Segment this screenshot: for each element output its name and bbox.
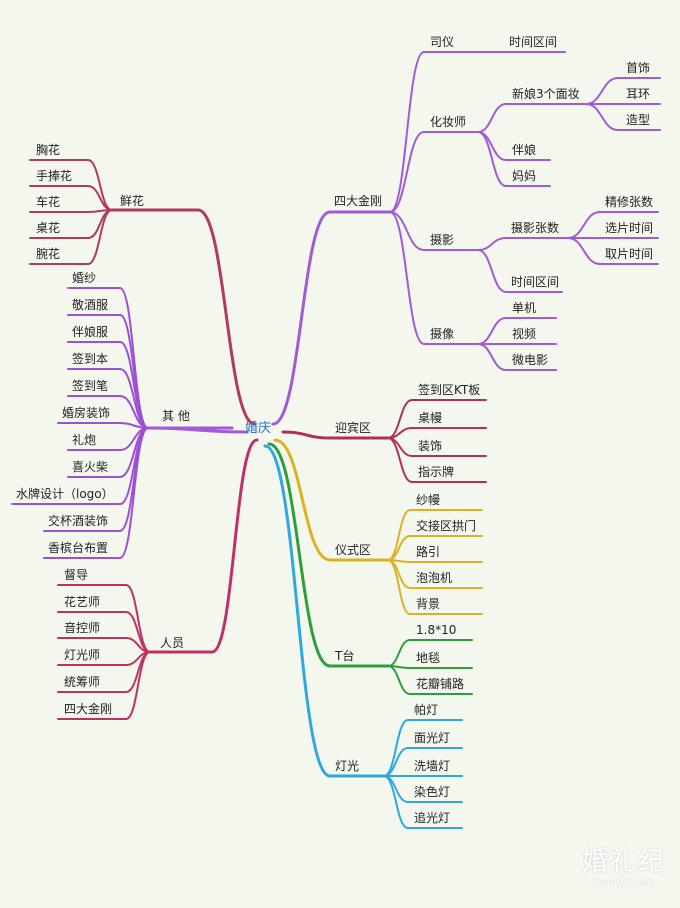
root-node: 婚庆 [245, 421, 272, 436]
photo-count: 摄影张数 [511, 221, 560, 235]
staff-item-4: 统筹师 [64, 675, 101, 689]
photo-count-item-1: 选片时间 [605, 221, 654, 235]
ceremony-item-2: 路引 [416, 545, 441, 559]
makeup-bride-item-1: 耳环 [626, 87, 651, 101]
flowers-item-1: 手捧花 [36, 169, 73, 183]
flowers-item-2: 车花 [36, 195, 61, 209]
others-item-0: 婚纱 [72, 271, 97, 285]
welcome-item-3: 指示牌 [418, 465, 455, 479]
others-item-7: 喜火柴 [72, 460, 109, 474]
staff-item-3: 灯光师 [64, 648, 101, 662]
flowers-item-0: 胸花 [36, 143, 61, 157]
tstage-item-1: 地毯 [416, 651, 441, 665]
others-item-4: 签到笔 [72, 379, 109, 393]
others-item-9: 交杯酒装饰 [48, 514, 109, 528]
lighting-item-0: 帕灯 [414, 703, 439, 717]
others-item-5: 婚房装饰 [62, 406, 111, 420]
four-label: 四大金刚 [334, 194, 383, 208]
ceremony-item-1: 交接区拱门 [416, 519, 477, 533]
others-item-8: 水牌设计（logo） [16, 487, 114, 501]
link-120 [263, 444, 332, 778]
link-80 [477, 249, 507, 293]
link-52 [389, 51, 425, 213]
others-item-2: 伴娘服 [72, 325, 109, 339]
staff-item-1: 花艺师 [64, 595, 101, 609]
welcome-item-2: 装饰 [418, 439, 443, 453]
makeup-other-1: 妈妈 [512, 169, 537, 183]
tstage-label: T台 [335, 649, 355, 663]
link-36 [210, 438, 259, 654]
lighting-label: 灯光 [335, 759, 360, 773]
lighting-item-1: 面光灯 [414, 731, 451, 745]
watermark-text: 婚礼纪 [581, 847, 666, 877]
lighting-item-2: 洗墙灯 [414, 759, 451, 773]
link-58 [477, 103, 507, 133]
makeup-bride: 新娘3个面妆 [512, 87, 580, 101]
link-56 [389, 131, 425, 213]
link-130 [383, 775, 409, 829]
lighting-item-3: 染色灯 [414, 785, 451, 799]
staff-label: 人员 [160, 636, 185, 650]
host-child: 时间区间 [509, 35, 558, 49]
others-item-6: 礼炮 [72, 433, 97, 447]
watermark-url: hunliji.com [593, 878, 655, 888]
flowers-item-4: 腕花 [36, 247, 61, 261]
watermark-logo: 婚礼纪 hunliji.com [582, 841, 666, 888]
link-78 [567, 237, 601, 265]
makeup-bride-item-2: 造型 [626, 113, 651, 127]
others-label: 其 他 [162, 409, 190, 423]
ceremony-item-4: 背景 [416, 597, 441, 611]
link-112 [267, 442, 332, 668]
video-item-0: 单机 [512, 301, 537, 315]
link-118 [387, 665, 411, 695]
host-label: 司仪 [430, 35, 455, 49]
makeup-other-0: 伴娘 [512, 143, 537, 157]
video-item-2: 微电影 [512, 353, 549, 367]
others-item-3: 签到本 [72, 352, 109, 366]
flowers-item-3: 桌花 [36, 221, 61, 235]
tstage-item-2: 花瓣铺路 [416, 677, 465, 691]
link-88 [477, 343, 507, 371]
video-label: 摄像 [430, 327, 455, 341]
ceremony-item-3: 泡泡机 [416, 571, 453, 585]
staff-item-2: 音控师 [64, 621, 101, 635]
makeup-label: 化妆师 [430, 115, 467, 129]
welcome-label: 迎宾区 [335, 421, 372, 435]
link-110 [387, 559, 411, 615]
tstage-item-0: 1.8*10 [416, 623, 457, 637]
link-68 [477, 131, 507, 187]
link-90 [281, 430, 332, 440]
photo-count-item-2: 取片时间 [605, 247, 654, 261]
staff-item-0: 督导 [64, 568, 89, 582]
link-100 [273, 438, 332, 562]
link-48 [125, 651, 151, 720]
flowers-label: 鲜花 [120, 194, 145, 208]
link-72 [477, 237, 507, 251]
makeup-bride-item-0: 首饰 [626, 61, 651, 75]
link-50 [271, 210, 332, 426]
link-64 [585, 103, 619, 131]
photo-label: 摄影 [430, 233, 455, 247]
photo-count-item-0: 精修张数 [605, 195, 654, 209]
staff-item-5: 四大金刚 [64, 702, 113, 716]
others-item-1: 敬酒服 [72, 298, 109, 312]
link-0 [196, 208, 257, 426]
ceremony-label: 仪式区 [335, 543, 372, 557]
others-item-10: 香槟台布置 [48, 541, 109, 555]
video-item-1: 视频 [512, 327, 537, 341]
link-70 [389, 211, 425, 251]
welcome-item-1: 桌幔 [418, 411, 443, 425]
welcome-item-0: 签到区KT板 [418, 383, 481, 397]
photo-time: 时间区间 [511, 275, 560, 289]
link-82 [389, 211, 425, 345]
ceremony-item-0: 纱幔 [416, 493, 441, 507]
link-10 [87, 209, 113, 265]
lighting-item-4: 追光灯 [414, 811, 451, 825]
link-34 [119, 427, 149, 559]
link-98 [387, 437, 413, 483]
